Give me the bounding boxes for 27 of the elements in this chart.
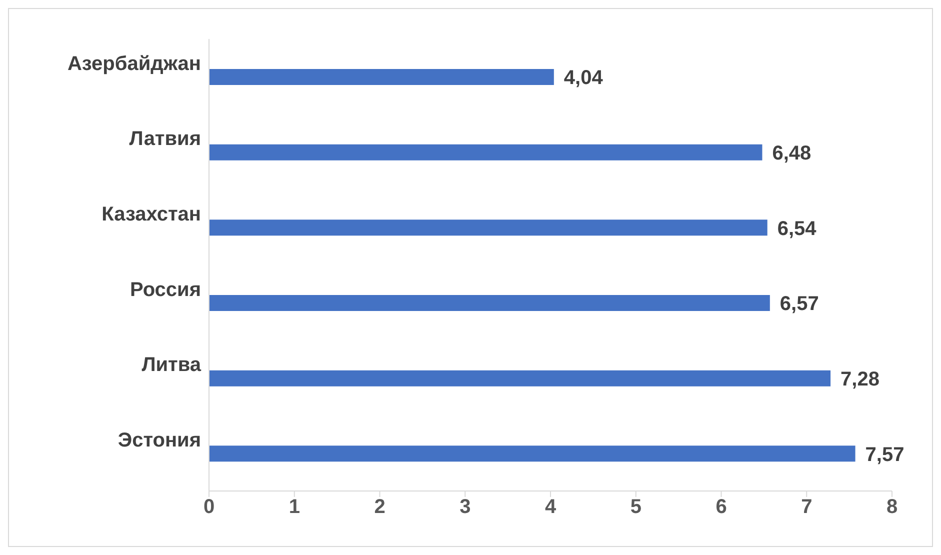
bar [209,220,768,236]
y-tick-label: Латвия [129,128,201,150]
bar [209,370,831,386]
bar [209,144,762,160]
x-tick-label: 3 [460,496,471,518]
x-tick-label: 8 [886,496,898,518]
data-label: 6,48 [772,142,812,164]
x-tick-label: 2 [374,496,386,518]
bar [209,446,856,462]
data-label: 7,28 [840,368,880,390]
y-tick-label: Казахстан [102,203,201,226]
data-label: 6,57 [780,293,819,316]
bar [209,295,770,311]
y-tick-label: Эстония [118,429,201,452]
bar [209,69,554,85]
x-tick-label: 5 [630,496,642,518]
x-tick-label: 0 [203,496,215,518]
data-label: 7,57 [865,444,904,466]
y-tick-label: Азербайджан [67,52,201,75]
x-tick-label: 7 [801,496,812,518]
data-label: 6,54 [777,218,818,240]
data-label: 4,04 [564,67,604,90]
x-tick-label: 1 [288,496,300,518]
x-tick-label: 4 [544,496,557,518]
y-tick-label: Литва [142,354,202,376]
y-tick-label: Россия [130,278,201,301]
x-tick-label: 6 [716,496,727,518]
